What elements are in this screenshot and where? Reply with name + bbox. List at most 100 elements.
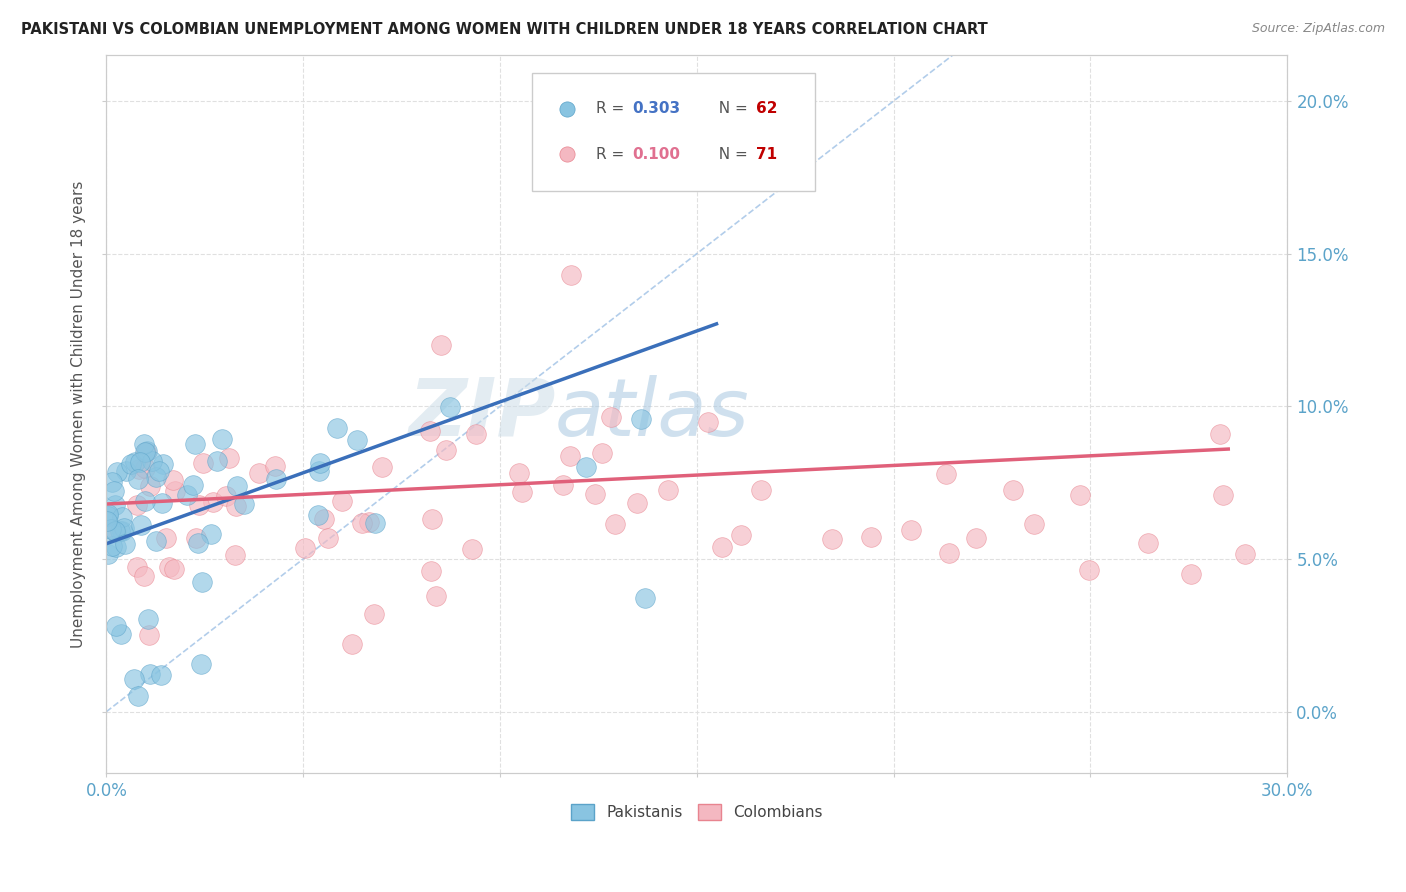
Point: [112, 520, 135, 534]
Point: [191, 456, 214, 470]
Point: [419, 564, 441, 578]
Point: [183, 436, 205, 450]
Point: [114, 537, 136, 551]
Point: [225, 479, 247, 493]
Point: [211, 432, 233, 446]
Point: [510, 485, 533, 500]
Point: [111, 524, 134, 538]
Point: [634, 591, 657, 606]
Point: [125, 560, 148, 574]
Point: [1002, 483, 1025, 498]
Point: [205, 454, 228, 468]
Point: [558, 449, 581, 463]
Text: PAKISTANI VS COLOMBIAN UNEMPLOYMENT AMONG WOMEN WITH CHILDREN UNDER 18 YEARS COR: PAKISTANI VS COLOMBIAN UNEMPLOYMENT AMON…: [21, 22, 988, 37]
Point: [100, 522, 122, 536]
Point: [342, 638, 364, 652]
Point: [104, 498, 127, 512]
Point: [364, 516, 387, 530]
Point: [135, 444, 157, 458]
Point: [202, 494, 225, 508]
Point: [165, 484, 187, 499]
Point: [1069, 488, 1091, 502]
Point: [1077, 563, 1099, 577]
Point: [129, 518, 152, 533]
Point: [135, 443, 157, 458]
Point: [430, 338, 453, 352]
Point: [1136, 535, 1159, 549]
Text: 62: 62: [756, 102, 778, 117]
Point: [357, 515, 380, 529]
Point: [363, 607, 385, 621]
Point: [591, 446, 613, 460]
Point: [127, 690, 149, 704]
Point: [186, 531, 208, 545]
Point: [181, 478, 204, 492]
Text: ZIP: ZIP: [408, 375, 555, 453]
Point: [860, 530, 883, 544]
Point: [316, 531, 339, 545]
Point: [141, 454, 163, 468]
Point: [626, 496, 648, 510]
Point: [148, 464, 170, 478]
Point: [508, 467, 530, 481]
Point: [127, 471, 149, 485]
Point: [264, 472, 287, 486]
Point: [152, 458, 174, 472]
Point: [155, 531, 177, 545]
Point: [188, 498, 211, 512]
Point: [1022, 517, 1045, 532]
Point: [965, 532, 987, 546]
Point: [139, 479, 162, 493]
Point: [150, 496, 173, 510]
Point: [419, 425, 441, 439]
Point: [134, 460, 156, 475]
Text: atlas: atlas: [555, 375, 749, 453]
Point: [138, 666, 160, 681]
Point: [105, 466, 128, 480]
FancyBboxPatch shape: [531, 73, 815, 192]
Text: N =: N =: [709, 102, 752, 117]
Point: [96, 514, 118, 528]
Point: [100, 475, 122, 489]
Point: [157, 560, 180, 574]
Point: [134, 494, 156, 508]
Point: [97, 508, 120, 523]
Point: [247, 467, 270, 481]
Point: [138, 628, 160, 642]
Point: [352, 516, 374, 530]
Point: [1180, 566, 1202, 581]
Point: [114, 464, 136, 478]
Point: [307, 508, 329, 522]
Point: [124, 455, 146, 469]
Point: [294, 541, 316, 556]
Point: [900, 523, 922, 537]
Point: [1212, 488, 1234, 502]
Point: [461, 541, 484, 556]
Point: [97, 547, 120, 561]
Point: [125, 498, 148, 512]
Point: [97, 508, 120, 522]
Point: [225, 499, 247, 513]
Point: [821, 533, 844, 547]
Point: [583, 487, 606, 501]
Text: R =: R =: [596, 102, 630, 117]
Point: [560, 268, 582, 282]
Point: [346, 433, 368, 447]
Point: [326, 421, 349, 435]
Point: [938, 546, 960, 560]
Point: [134, 445, 156, 459]
Point: [263, 458, 285, 473]
Point: [730, 528, 752, 542]
Text: R =: R =: [596, 146, 630, 161]
Point: [308, 464, 330, 478]
Point: [371, 460, 394, 475]
Point: [308, 457, 330, 471]
Point: [145, 534, 167, 549]
Point: [657, 483, 679, 497]
Point: [145, 469, 167, 483]
Point: [218, 451, 240, 466]
Point: [697, 415, 720, 429]
Point: [935, 467, 957, 481]
Point: [233, 497, 256, 511]
Point: [129, 455, 152, 469]
